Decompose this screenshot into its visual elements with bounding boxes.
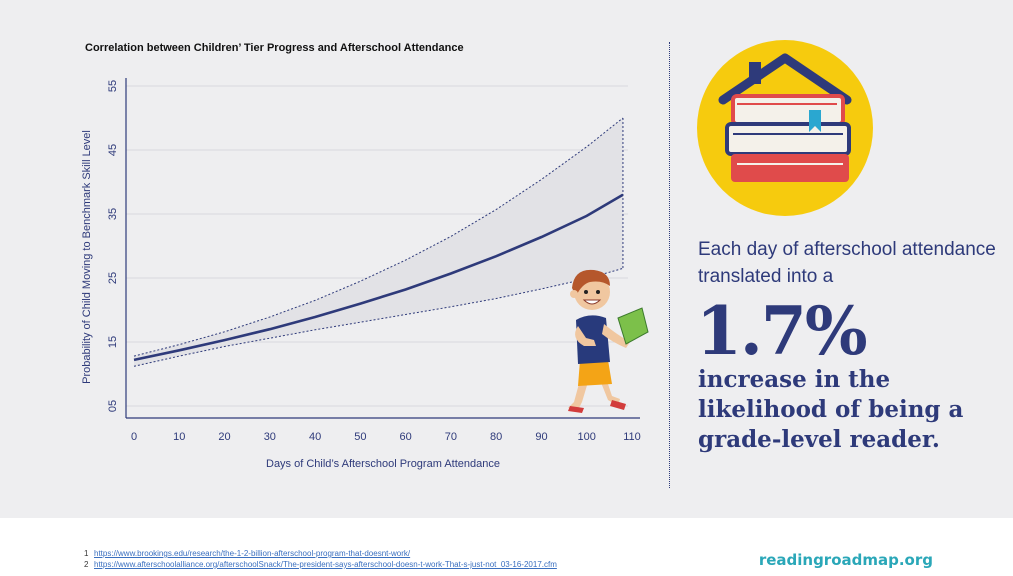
confidence-band [134, 118, 623, 367]
y-tick-labels: 05 15 25 35 45 55 [107, 80, 119, 412]
footnotes: 1 https://www.brookings.edu/research/the-… [84, 548, 557, 570]
x-tick-label: 20 [218, 431, 230, 443]
x-axis-label: Days of Child’s Afterschool Program Atte… [266, 458, 500, 470]
footnote-number: 2 [84, 560, 89, 569]
x-tick-label: 90 [535, 431, 547, 443]
child-reading-illustration [568, 269, 649, 413]
x-tick-label: 30 [264, 431, 276, 443]
x-tick-label: 40 [309, 431, 321, 443]
footnote-1: 1 https://www.brookings.edu/research/the-… [84, 548, 557, 559]
y-tick-label: 15 [107, 336, 119, 348]
band-lower-bound [133, 267, 624, 367]
chart-title: Correlation between Children’ Tier Progr… [85, 42, 464, 54]
y-tick-label: 05 [107, 400, 119, 412]
x-tick-label: 60 [400, 431, 412, 443]
x-tick-label: 110 [623, 431, 641, 443]
x-tick-label: 100 [578, 431, 596, 443]
y-tick-label: 55 [107, 80, 119, 92]
x-tick-label: 10 [173, 431, 185, 443]
y-tick-label: 35 [107, 208, 119, 220]
footnote-number: 1 [84, 549, 89, 558]
x-tick-label: 80 [490, 431, 502, 443]
footnote-link[interactable]: https://www.afterschoolalliance.org/afte… [94, 560, 557, 569]
band-upper-bound [133, 117, 624, 357]
callout-description: increase in the likelihood of being a gr… [698, 366, 964, 453]
series-line [133, 193, 624, 362]
x-tick-label: 0 [131, 431, 137, 443]
callout-stat: 1.7% [696, 292, 868, 370]
vertical-divider [669, 42, 670, 488]
y-tick-label: 25 [107, 272, 119, 284]
chart: 0 10 20 30 40 50 60 70 80 90 100 110 05 15 25 35 45 55 D… [81, 78, 641, 470]
x-tick-labels: 0 10 20 30 40 50 60 70 80 90 100 110 [131, 431, 641, 443]
x-tick-label: 50 [354, 431, 366, 443]
callout-intro: Each day of afterschool attendance trans… [698, 239, 996, 287]
footnote-link[interactable]: https://www.brookings.edu/research/the-1… [94, 549, 411, 558]
house-books-icon [697, 40, 873, 216]
brand-url: readingroadmap.org [758, 551, 933, 569]
y-tick-label: 45 [107, 144, 119, 156]
x-tick-label: 70 [445, 431, 457, 443]
y-axis-label: Probability of Child Moving to Benchmark… [81, 130, 93, 384]
footnote-2: 2 https://www.afterschoolalliance.org/aft… [84, 559, 557, 570]
